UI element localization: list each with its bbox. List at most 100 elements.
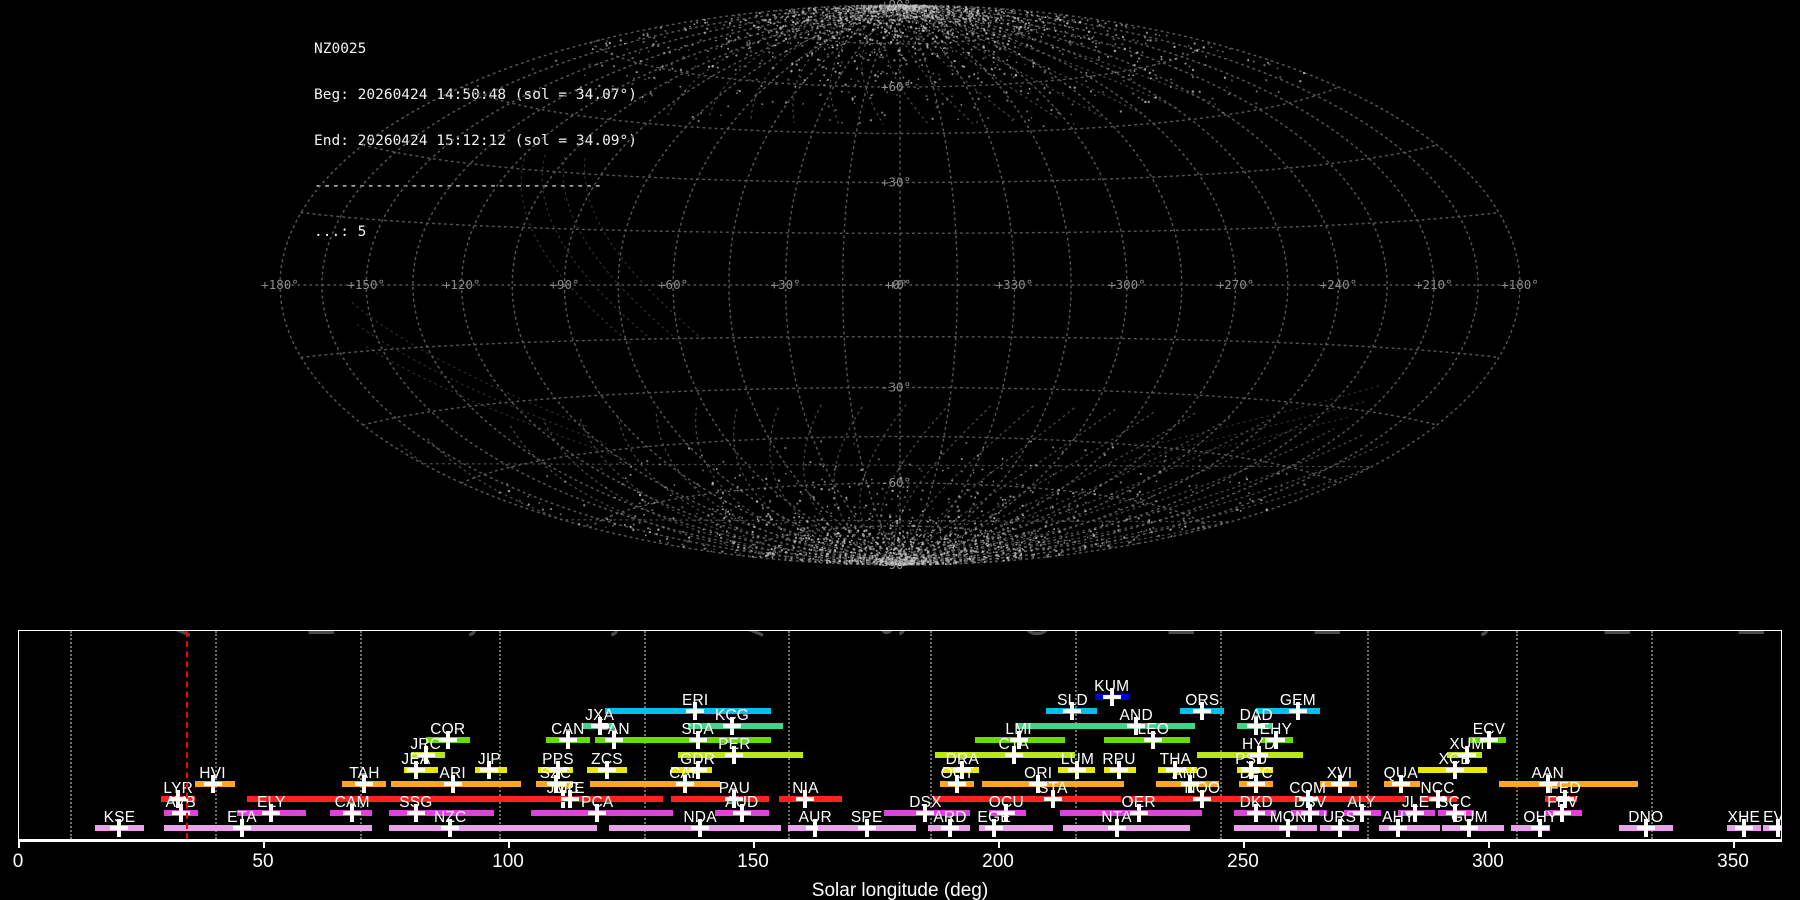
month-label-sep: SEP: [873, 631, 915, 637]
shower-ohy[interactable]: OHY: [1511, 810, 1557, 837]
shower-sta[interactable]: STA: [932, 781, 1122, 808]
shower-code-label: DSV: [1293, 794, 1327, 812]
shower-ahy[interactable]: AHY: [1378, 810, 1440, 837]
shower-code-label: SLD: [1057, 692, 1088, 710]
axis-tick-label: 250: [1227, 851, 1259, 872]
shower-activity-bar: [589, 781, 720, 788]
shower-code-label: DRA: [945, 750, 979, 768]
shower-code-label: LUM: [1060, 750, 1095, 768]
sky-map-svg: +180° +150° +120° +90° +60° +30° +0° +330° +300°…: [261, 0, 1539, 572]
sky-latitude-label: -30°: [881, 380, 911, 395]
shower-code-label: SCC: [1438, 794, 1472, 812]
shower-cap[interactable]: CAP: [589, 766, 720, 794]
shower-code-label: LMI: [1005, 721, 1032, 739]
shower-oct[interactable]: OCT: [940, 766, 975, 794]
month-label-oct: OCT: [1017, 631, 1059, 637]
shower-xcb[interactable]: XCB: [1417, 751, 1487, 779]
shower-code-label: CTA: [998, 736, 1029, 753]
shower-qua[interactable]: QUA: [1383, 766, 1421, 794]
shower-code-label: KUM: [1094, 677, 1130, 695]
shower-jea[interactable]: JEA: [401, 751, 438, 779]
sky-longitude-label: +60°: [658, 277, 688, 292]
shower-code-label: ETA: [227, 809, 257, 826]
sky-longitude-label: +150°: [347, 277, 385, 292]
shower-hvi[interactable]: HVI: [195, 766, 235, 794]
shower-activity-bar: [1256, 708, 1320, 715]
shower-mon[interactable]: MON: [1234, 810, 1318, 837]
month-separator: [1219, 631, 1222, 839]
axis-line: [18, 840, 1782, 842]
shower-ari[interactable]: ARI: [391, 766, 522, 794]
shower-code-label: OCT: [940, 765, 974, 783]
shower-code-label: TAH: [349, 765, 380, 783]
shower-cam[interactable]: CAM: [330, 795, 372, 823]
shower-nzc[interactable]: NZC: [388, 810, 598, 837]
sky-latitude-label: +90°: [881, 0, 911, 12]
shower-jip[interactable]: JIP: [474, 751, 507, 779]
shower-ors[interactable]: ORS: [1180, 693, 1225, 721]
shower-ege[interactable]: EGE: [977, 810, 1053, 837]
shower-sld[interactable]: SLD: [1045, 693, 1097, 721]
session-end-line: End: 20260424 15:12:12 (sol = 34.09°): [314, 132, 638, 149]
sky-latitude-label: +30°: [881, 175, 911, 190]
shower-code-label: HVI: [199, 765, 226, 783]
shower-code-label: SPE: [850, 809, 883, 826]
shower-code-label: XVI: [1326, 765, 1353, 783]
shower-nta[interactable]: NTA: [1062, 810, 1191, 837]
shower-leo[interactable]: LEO: [1104, 722, 1191, 750]
sky-longitude-label: +180°: [1501, 277, 1539, 292]
shower-kum[interactable]: KUM: [1094, 678, 1129, 706]
shower-activity-bar: [670, 795, 769, 802]
axis-tick: [1488, 840, 1490, 848]
shower-tah[interactable]: TAH: [342, 766, 387, 794]
sky-longitude-label: +270°: [1217, 277, 1255, 292]
shower-nda[interactable]: NDA: [609, 810, 781, 837]
shower-lum[interactable]: LUM: [1057, 751, 1095, 779]
shower-activity-timeline[interactable]: APR MAY JUN JUL AUG SEP OCT NOV DEC JAN FEB MAR KUM…: [18, 630, 1782, 840]
shower-code-label: JRC: [410, 736, 442, 753]
month-separator: [643, 631, 646, 839]
shower-ard[interactable]: ARD: [927, 810, 970, 837]
shower-code-label: COM: [1289, 779, 1327, 797]
shower-dpc[interactable]: DPC: [1239, 766, 1274, 794]
shower-activity-bar: [1128, 795, 1237, 802]
shower-eta[interactable]: ETA: [163, 810, 372, 837]
shower-evl[interactable]: EVL: [1763, 810, 1781, 837]
shower-nia[interactable]: NIA: [778, 781, 843, 808]
month-label-nov: NOV: [1161, 631, 1203, 637]
shower-avb[interactable]: AVB: [163, 795, 198, 823]
shower-code-label: OCU: [988, 794, 1024, 812]
shower-code-label: XHE: [1727, 809, 1761, 826]
month-separator: [499, 631, 502, 839]
month-separator: [1650, 631, 1653, 839]
sky-longitude-label: +330°: [996, 277, 1034, 292]
shower-kse[interactable]: KSE: [94, 810, 144, 837]
current-solar-longitude-marker: [185, 631, 188, 839]
shower-code-label: GDR: [680, 750, 716, 768]
shower-spe[interactable]: SPE: [817, 810, 916, 837]
shower-fan[interactable]: FAN: [594, 722, 634, 750]
shower-gum[interactable]: GUM: [1442, 810, 1504, 837]
shower-can[interactable]: CAN: [545, 722, 590, 750]
shower-dno[interactable]: DNO: [1618, 810, 1673, 837]
shower-pca[interactable]: PCA: [531, 795, 674, 823]
sky-latitude-label: -60°: [881, 475, 911, 490]
axis-tick: [508, 840, 510, 848]
shower-code-label: DKD: [1239, 794, 1273, 812]
session-count-line: ...: 5: [314, 223, 367, 240]
shower-code-label: PPS: [542, 750, 574, 768]
month-label-aug: AUG: [730, 631, 772, 637]
month-separator: [930, 631, 933, 839]
shower-code-label: NCC: [1420, 779, 1455, 797]
shower-code-label: FEV: [1547, 794, 1578, 812]
shower-rpu[interactable]: RPU: [1102, 751, 1137, 779]
shower-aud[interactable]: AUD: [714, 795, 769, 823]
month-label-jun: JUN: [443, 631, 485, 637]
shower-activity-bar: [981, 781, 1124, 788]
axis-tick: [263, 840, 265, 848]
shower-urs[interactable]: URS: [1319, 810, 1360, 837]
shower-xhe[interactable]: XHE: [1726, 810, 1761, 837]
shower-zcs[interactable]: ZCS: [587, 751, 627, 779]
shower-code-label: URS: [1322, 809, 1357, 826]
shower-code-label: ARI: [439, 765, 466, 783]
